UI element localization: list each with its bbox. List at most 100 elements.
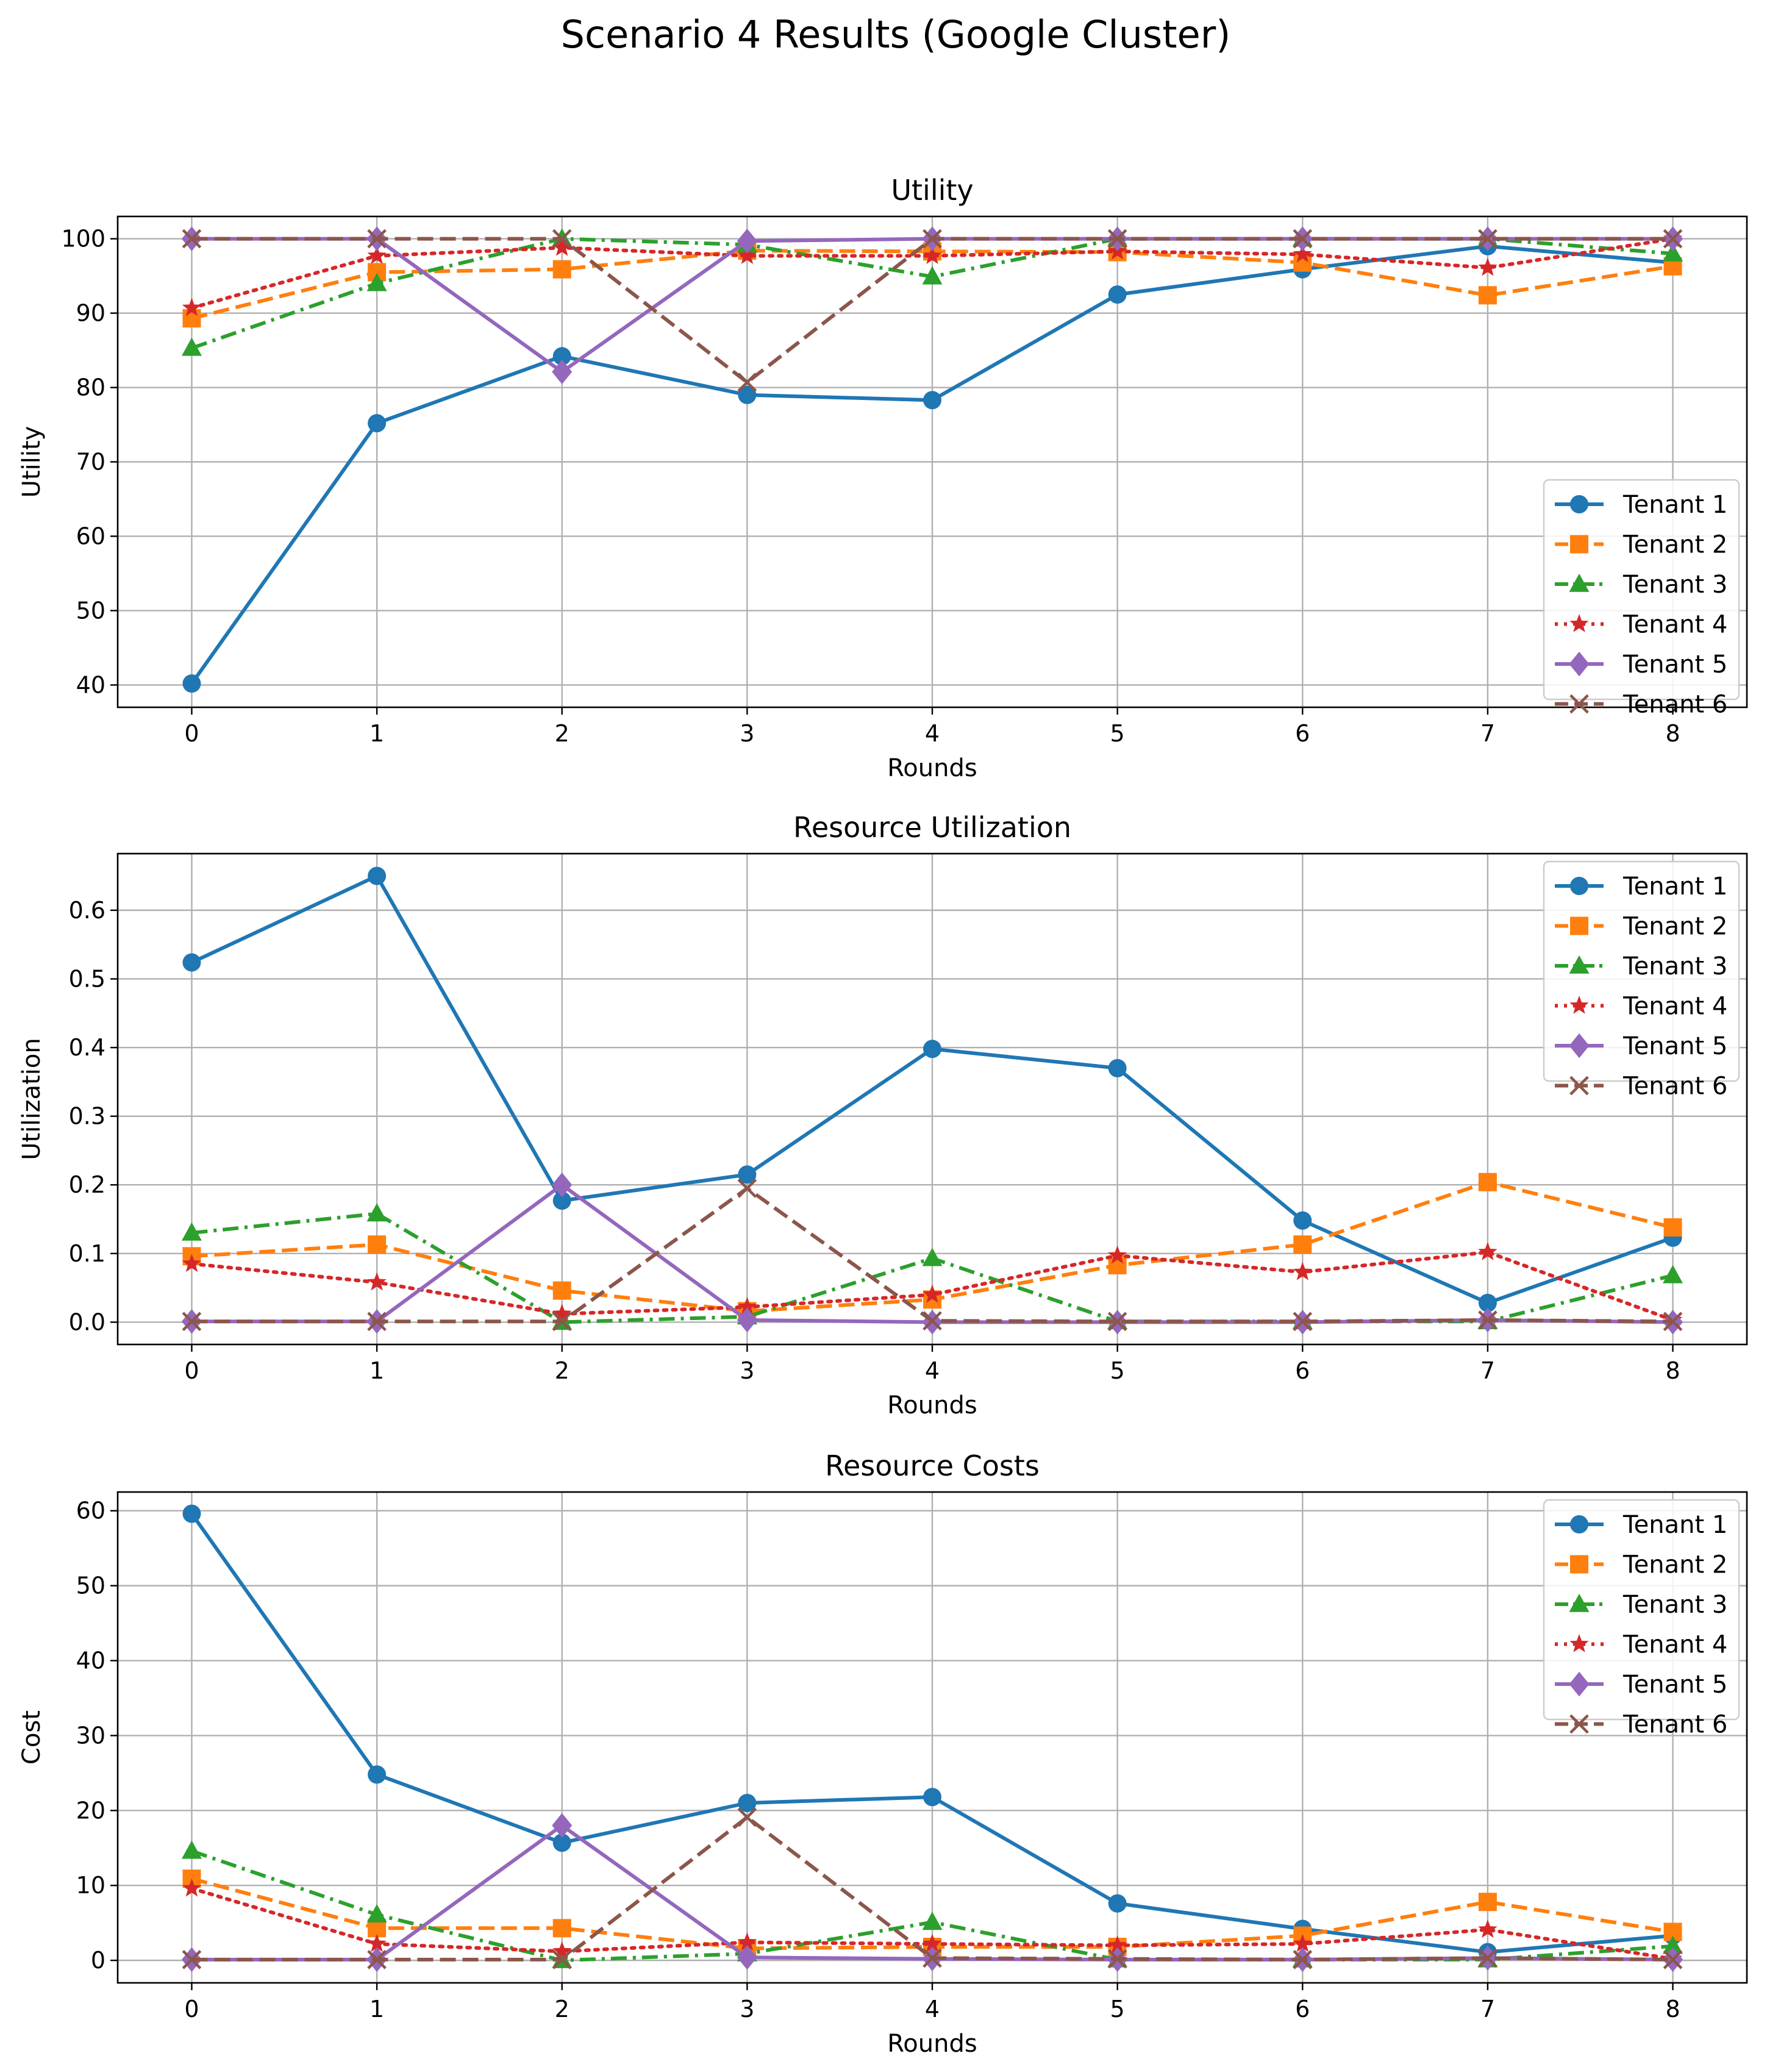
chart3-legend-label-3: Tenant 3 (1622, 1591, 1727, 1619)
chart2-series-1 (182, 866, 1682, 1312)
chart1-series-2-point-7 (1478, 286, 1497, 305)
chart2-series-4-point-0 (182, 1254, 202, 1273)
chart1-legend-label-6: Tenant 6 (1622, 691, 1727, 719)
chart2-series-1-point-2 (552, 1191, 571, 1210)
chart2-series-6 (182, 1179, 1683, 1332)
chart2-legend-item-5: Tenant 5 (1555, 1032, 1727, 1060)
chart1-series-5-point-2 (552, 359, 573, 385)
chart2-series-4-point-2 (552, 1304, 572, 1323)
chart1-ytick-label-5: 90 (76, 300, 105, 327)
chart2-ytick-label-2: 0.2 (69, 1171, 105, 1198)
chart2-frame (116, 852, 1748, 1346)
chart3-legend-item-2: Tenant 2 (1555, 1551, 1727, 1579)
chart2-legend-label-3: Tenant 3 (1622, 952, 1727, 980)
chart2-series-2-point-6 (1293, 1235, 1312, 1254)
chart2-series-4-point-4 (923, 1284, 942, 1303)
chart1-series-6-point-1 (367, 229, 387, 249)
chart3-series-4-point-3 (737, 1932, 757, 1951)
chart1-legend-box (1543, 479, 1740, 701)
chart1-xtick-label-8: 8 (1665, 720, 1680, 747)
chart1-legend-label-4: Tenant 4 (1622, 611, 1727, 639)
chart1-ytick-label-1: 50 (76, 597, 105, 624)
chart2-legend-label-1: Tenant 1 (1622, 873, 1727, 901)
chart1-legend-marker-4 (1569, 614, 1589, 632)
chart3-legend-marker-4 (1569, 1634, 1589, 1652)
chart3-axes: Resource Costs 0 1 2 3 4 5 6 7 8 0 10 20 30 40 50 60 Roun… (18, 1449, 1748, 2058)
chart3-series-4-point-5 (1107, 1935, 1127, 1954)
chart3-xtick-label-1: 1 (369, 1996, 384, 2022)
chart2-xtick-label-0: 0 (184, 1357, 199, 1384)
chart1-series-3-point-4 (922, 266, 943, 285)
chart1-axes: Utility 0 1 2 3 4 5 6 7 8 40 50 60 70 80 90 100 Rounds Uti… (18, 174, 1748, 782)
chart3-series-3-point-4 (922, 1912, 943, 1930)
chart2-series-2-point-8 (1663, 1218, 1682, 1237)
chart3-series-1-point-4 (923, 1788, 941, 1807)
chart3-legend-label-1: Tenant 1 (1622, 1511, 1727, 1539)
chart1-xtick-label-6: 6 (1295, 720, 1310, 747)
chart2-series-3-point-0 (181, 1222, 202, 1241)
chart2-title: Resource Utilization (793, 811, 1071, 844)
chart2-legend-item-2: Tenant 2 (1555, 913, 1727, 941)
chart2-series-6-point-8 (1663, 1312, 1683, 1332)
chart2-series-2-point-2 (552, 1281, 571, 1300)
chart1-legend-label-3: Tenant 3 (1622, 571, 1727, 599)
chart2-xtick-label-1: 1 (369, 1357, 384, 1384)
chart2-series-5-point-2 (552, 1172, 573, 1198)
chart2-legend: Tenant 1 Tenant 2 Tenant 3 Tenant 4 Tenant 5… (1543, 860, 1740, 1101)
chart2-series-6-point-3 (737, 1179, 757, 1198)
chart1-series-4-point-6 (1293, 244, 1312, 263)
chart2-series-6-point-2 (552, 1312, 572, 1332)
chart3-ticks: 0 1 2 3 4 5 6 7 8 0 10 20 30 40 50 60 (76, 1498, 1680, 2022)
chart1-legend-item-5: Tenant 5 (1555, 651, 1727, 679)
chart1-frame (116, 215, 1748, 709)
chart3-series-2-point-2 (552, 1919, 571, 1938)
chart3-series-1-point-0 (182, 1504, 201, 1523)
chart1-title: Utility (891, 174, 973, 207)
chart1-xtick-label-4: 4 (925, 720, 940, 747)
chart3-ytick-label-2: 20 (76, 1797, 105, 1824)
chart1-legend-item-3: Tenant 3 (1555, 571, 1727, 599)
chart1-series-6-point-8 (1663, 229, 1683, 249)
chart2-series-4-point-3 (737, 1297, 757, 1315)
chart2-series-3-point-8 (1663, 1265, 1683, 1283)
chart3-series-2-point-7 (1478, 1893, 1497, 1912)
chart2-ticks: 0 1 2 3 4 5 6 7 8 0.0 0.1 0.2 0.3 0.4 0.5 0.6 (69, 897, 1680, 1384)
chart1-xtick-label-0: 0 (184, 720, 199, 747)
chart1-series-4-point-3 (737, 246, 757, 264)
chart3-ytick-label-4: 40 (76, 1648, 105, 1674)
chart3-series-5-point-2 (552, 1813, 573, 1838)
chart2-xtick-label-4: 4 (925, 1357, 940, 1384)
chart3-series-6-point-5 (1107, 1949, 1127, 1969)
chart2-ytick-label-6: 0.6 (69, 897, 105, 924)
chart1-legend-label-5: Tenant 5 (1622, 651, 1727, 679)
chart3-frame (116, 1491, 1748, 1984)
chart3-legend-marker-5 (1569, 1671, 1590, 1697)
chart2-legend-item-1: Tenant 1 (1555, 873, 1727, 901)
chart2-xtick-label-6: 6 (1295, 1357, 1310, 1384)
chart3-series-3-point-1 (366, 1904, 387, 1922)
chart2-series-4-point-5 (1107, 1245, 1127, 1264)
chart3-series-4-point-1 (367, 1933, 387, 1952)
chart2-series-1-point-0 (182, 953, 201, 972)
chart3-xlabel: Rounds (887, 2030, 977, 2058)
chart1-series-4-line (190, 237, 1675, 310)
chart1-series-6-point-6 (1293, 229, 1313, 249)
chart2-series-3-point-4 (922, 1248, 943, 1266)
chart1-xtick-label-7: 7 (1480, 720, 1495, 747)
chart3-legend-item-6: Tenant 6 (1555, 1711, 1727, 1739)
chart2-axes: Resource Utilization 0 1 2 3 4 5 6 7 8 0.0 0.1 0.2 0.… (18, 811, 1748, 1419)
chart3-legend-item-5: Tenant 5 (1555, 1671, 1727, 1699)
chart2-series-2-point-1 (368, 1235, 387, 1254)
chart1-series-5-point-3 (737, 229, 757, 254)
chart2-series-6-point-4 (923, 1311, 942, 1331)
chart2-series-6-point-5 (1107, 1312, 1127, 1332)
chart2-legend-label-2: Tenant 2 (1622, 913, 1727, 941)
chart1-legend-label-1: Tenant 1 (1622, 491, 1727, 519)
chart3-series-6-point-0 (182, 1950, 202, 1969)
chart3-legend-item-4: Tenant 4 (1555, 1631, 1727, 1659)
chart2-legend-item-3: Tenant 3 (1555, 952, 1727, 980)
chart1-series-1-point-1 (368, 414, 387, 433)
chart3-legend-label-6: Tenant 6 (1622, 1711, 1727, 1739)
chart2-xtick-label-2: 2 (555, 1357, 569, 1384)
chart1-xtick-label-5: 5 (1110, 720, 1125, 747)
